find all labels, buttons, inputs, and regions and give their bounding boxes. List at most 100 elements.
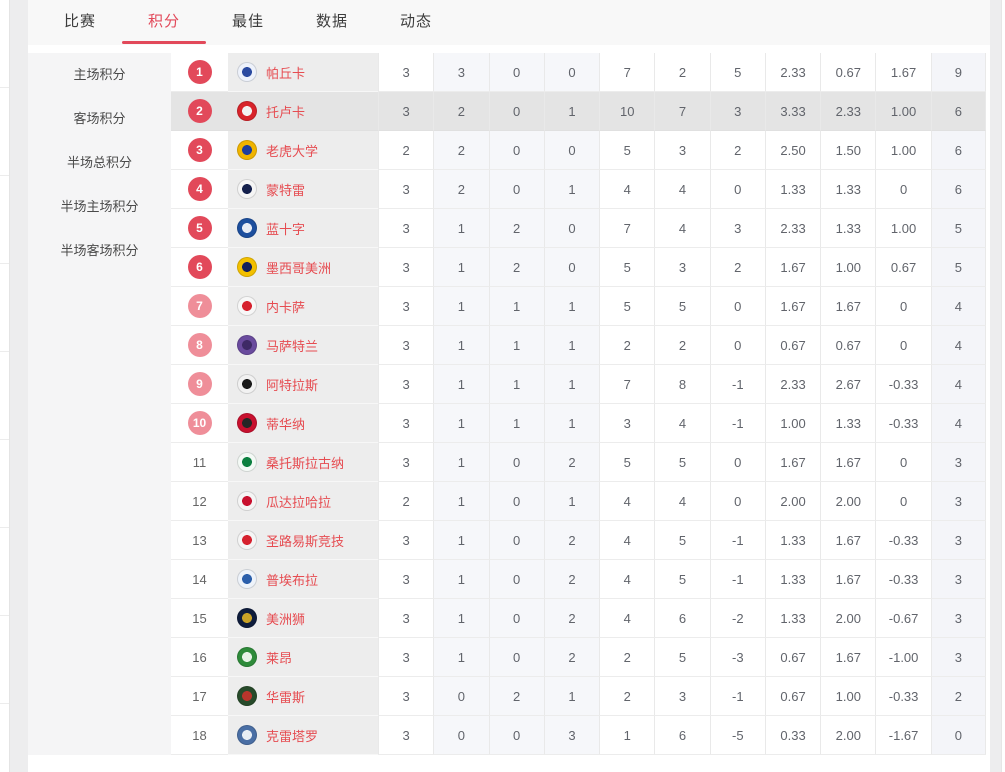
stat-cell-draws: 0: [488, 560, 544, 599]
table-row[interactable]: 17 华雷斯 3 0 2 1 2 3 -1 0.67 1.00 -0.33 2: [171, 677, 986, 716]
rank-number: 15: [192, 610, 207, 626]
team-name[interactable]: 蓝十字: [266, 221, 306, 237]
team-cell[interactable]: 蒂华纳: [228, 404, 378, 443]
team-cell[interactable]: 美洲狮: [228, 599, 378, 638]
stat-cell-goals-for: 4: [599, 560, 655, 599]
table-row[interactable]: 14 普埃布拉 3 1 0 2 4 5 -1 1.33 1.67 -0.33 3: [171, 560, 986, 599]
table-row[interactable]: 6 墨西哥美洲 3 1 2 0 5 3 2 1.67 1.00 0.67 5: [171, 248, 986, 287]
team-cell[interactable]: 帕丘卡: [228, 53, 378, 92]
table-row[interactable]: 18 克雷塔罗 3 0 0 3 1 6 -5 0.33 2.00 -1.67 0: [171, 716, 986, 755]
rank-cell: 8: [171, 326, 228, 365]
team-name[interactable]: 圣路易斯竞技: [266, 533, 345, 549]
team-cell[interactable]: 克雷塔罗: [228, 716, 378, 755]
team-name[interactable]: 莱昂: [266, 650, 293, 666]
team-cell[interactable]: 老虎大学: [228, 131, 378, 170]
team-cell[interactable]: 内卡萨: [228, 287, 378, 326]
rank-badge: 7: [187, 294, 212, 318]
table-row[interactable]: 8 马萨特兰 3 1 1 1 2 2 0 0.67 0.67 0 4: [171, 326, 986, 365]
tab-best[interactable]: 最佳: [231, 13, 264, 30]
sidebar-item-half-home-points[interactable]: 半场主场积分: [60, 199, 139, 214]
stat-cell-wins: 1: [433, 482, 489, 521]
team-cell[interactable]: 桑托斯拉古纳: [228, 443, 378, 482]
table-row[interactable]: 11 桑托斯拉古纳 3 1 0 2 5 5 0 1.67 1.67 0 3: [171, 443, 986, 482]
team-name[interactable]: 老虎大学: [266, 143, 319, 159]
tab-matches[interactable]: 比赛: [63, 13, 96, 30]
stat-cell-goals-against: 4: [654, 170, 710, 209]
sidebar-item-away-points[interactable]: 客场积分: [73, 111, 126, 126]
team-logo-icon: [237, 569, 257, 589]
table-row[interactable]: 3 老虎大学 2 2 0 0 5 3 2 2.50 1.50 1.00 6: [171, 131, 986, 170]
stat-cell-played: 2: [378, 131, 434, 170]
team-name[interactable]: 普埃布拉: [266, 572, 319, 588]
stat-cell-avg-goal-diff: 0: [875, 170, 931, 209]
team-logo-icon: [237, 452, 257, 472]
team-name[interactable]: 华雷斯: [266, 689, 306, 705]
stat-cell-goals-for: 4: [599, 521, 655, 560]
rank-badge: 9: [187, 372, 212, 396]
stat-cell-goals-for: 4: [599, 599, 655, 638]
team-logo-icon: [237, 374, 257, 394]
team-name[interactable]: 马萨特兰: [266, 338, 319, 354]
team-name[interactable]: 阿特拉斯: [266, 377, 319, 393]
team-name[interactable]: 托卢卡: [266, 104, 306, 120]
team-cell[interactable]: 圣路易斯竞技: [228, 521, 378, 560]
team-name[interactable]: 克雷塔罗: [266, 728, 319, 744]
stat-cell-played: 3: [378, 716, 434, 755]
table-row[interactable]: 13 圣路易斯竞技 3 1 0 2 4 5 -1 1.33 1.67 -0.33 3: [171, 521, 986, 560]
stat-cell-draws: 0: [488, 638, 544, 677]
table-row[interactable]: 10 蒂华纳 3 1 1 1 3 4 -1 1.00 1.33 -0.33 4: [171, 404, 986, 443]
team-name[interactable]: 瓜达拉哈拉: [266, 494, 332, 510]
team-cell[interactable]: 阿特拉斯: [228, 365, 378, 404]
stat-cell-points: 3: [930, 560, 986, 599]
table-row[interactable]: 1 帕丘卡 3 3 0 0 7 2 5 2.33 0.67 1.67 9: [171, 53, 986, 92]
stat-cell-avg-goals-for: 1.33: [764, 170, 821, 209]
stat-cell-avg-goals-against: 1.67: [820, 287, 876, 326]
team-cell[interactable]: 普埃布拉: [228, 560, 378, 599]
table-row[interactable]: 2 托卢卡 3 2 0 1 10 7 3 3.33 2.33 1.00 6: [171, 92, 986, 131]
stat-cell-goal-diff: -2: [709, 599, 765, 638]
table-row[interactable]: 15 美洲狮 3 1 0 2 4 6 -2 1.33 2.00 -0.67 3: [171, 599, 986, 638]
stat-cell-wins: 1: [433, 443, 489, 482]
team-name[interactable]: 蒙特雷: [266, 182, 306, 198]
stat-cell-points: 6: [930, 131, 986, 170]
stat-cell-losses: 1: [543, 482, 600, 521]
stat-cell-avg-goal-diff: 0.67: [875, 248, 931, 287]
table-row[interactable]: 4 蒙特雷 3 2 0 1 4 4 0 1.33 1.33 0 6: [171, 170, 986, 209]
sidebar-item-half-total-points[interactable]: 半场总积分: [66, 155, 132, 170]
sidebar-item-half-away-points[interactable]: 半场客场积分: [60, 243, 139, 258]
team-cell[interactable]: 墨西哥美洲: [228, 248, 378, 287]
stat-cell-goals-for: 10: [599, 92, 655, 131]
stat-cell-avg-goals-against: 2.00: [820, 716, 876, 755]
team-cell[interactable]: 华雷斯: [228, 677, 378, 716]
team-cell[interactable]: 蒙特雷: [228, 170, 378, 209]
table-row[interactable]: 5 蓝十字 3 1 2 0 7 4 3 2.33 1.33 1.00 5: [171, 209, 986, 248]
table-row[interactable]: 12 瓜达拉哈拉 2 1 0 1 4 4 0 2.00 2.00 0 3: [171, 482, 986, 521]
tab-standings[interactable]: 积分: [122, 0, 206, 45]
team-name[interactable]: 墨西哥美洲: [266, 260, 332, 276]
table-row[interactable]: 7 内卡萨 3 1 1 1 5 5 0 1.67 1.67 0 4: [171, 287, 986, 326]
team-name[interactable]: 桑托斯拉古纳: [266, 455, 345, 471]
stat-cell-avg-goal-diff: -0.33: [875, 560, 931, 599]
team-cell[interactable]: 瓜达拉哈拉: [228, 482, 378, 521]
stat-cell-avg-goal-diff: 0: [875, 326, 931, 365]
team-cell[interactable]: 马萨特兰: [228, 326, 378, 365]
team-cell[interactable]: 蓝十字: [228, 209, 378, 248]
tab-stats[interactable]: 数据: [315, 13, 348, 30]
stat-cell-avg-goals-against: 0.67: [820, 53, 876, 92]
table-row[interactable]: 16 莱昂 3 1 0 2 2 5 -3 0.67 1.67 -1.00 3: [171, 638, 986, 677]
team-cell[interactable]: 托卢卡: [228, 92, 378, 131]
team-name[interactable]: 美洲狮: [266, 611, 306, 627]
team-cell[interactable]: 莱昂: [228, 638, 378, 677]
team-name[interactable]: 帕丘卡: [266, 65, 306, 81]
sidebar-item-home-points[interactable]: 主场积分: [73, 67, 126, 82]
team-name[interactable]: 内卡萨: [266, 299, 306, 315]
team-name[interactable]: 蒂华纳: [266, 416, 306, 432]
standings-panel: 比赛 积分 最佳 数据 动态 主场积分 客场积分 半场总积分 半场主场积分 半场客场积分 1 帕丘…: [28, 0, 990, 772]
table-row[interactable]: 9 阿特拉斯 3 1 1 1 7 8 -1 2.33 2.67 -0.33 4: [171, 365, 986, 404]
stat-cell-avg-goals-against: 1.67: [820, 560, 876, 599]
stat-cell-goals-against: 5: [654, 560, 710, 599]
stat-cell-goal-diff: -1: [709, 404, 765, 443]
stat-cell-avg-goals-against: 1.67: [820, 521, 876, 560]
tab-news[interactable]: 动态: [399, 13, 432, 30]
stat-cell-avg-goals-for: 1.33: [764, 521, 821, 560]
